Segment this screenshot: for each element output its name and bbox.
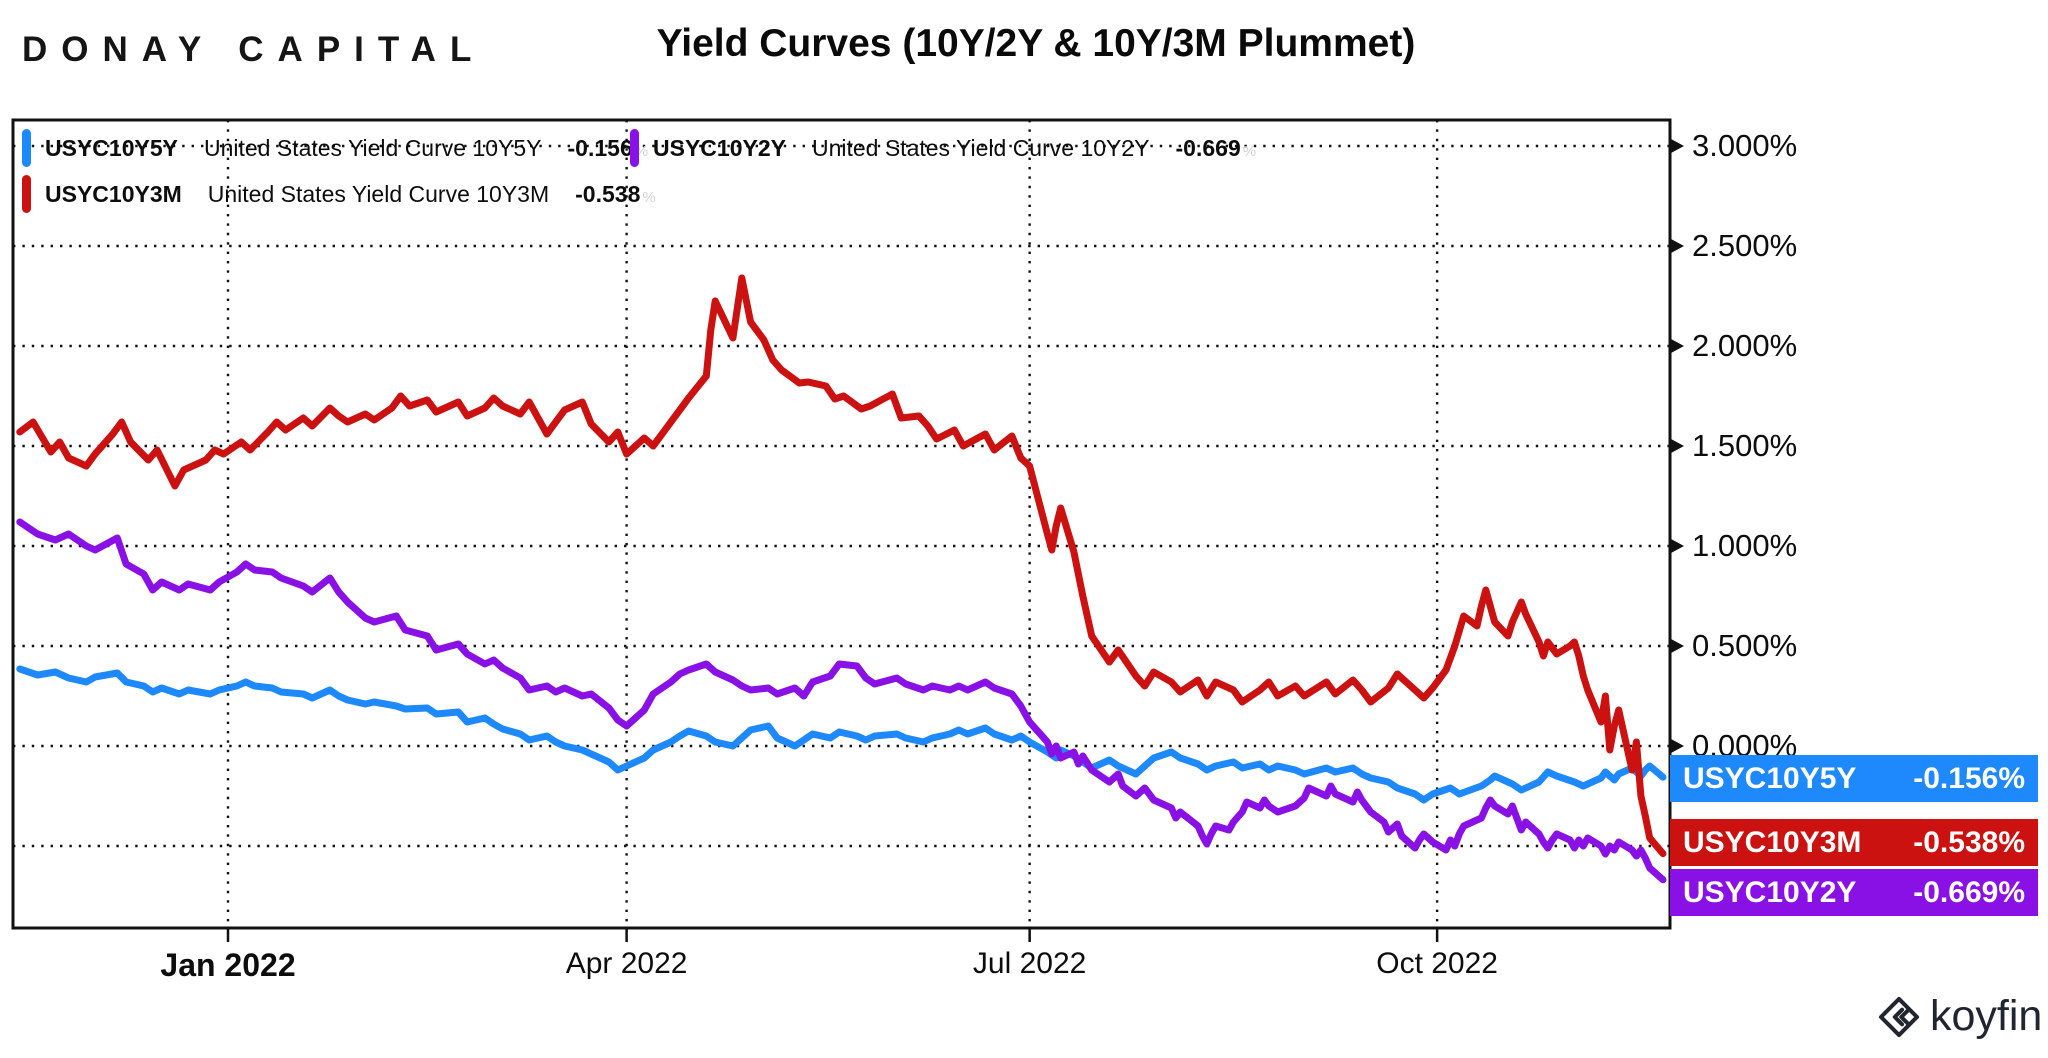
x-axis-label: Jan 2022 <box>160 947 296 983</box>
legend-item-usyc10y5y[interactable]: USYC10Y5Y United States Yield Curve 10Y5… <box>22 129 648 167</box>
y-tick-arrow-icon <box>1671 439 1684 453</box>
y-tick-arrow-icon <box>1671 339 1684 353</box>
x-axis-label: Oct 2022 <box>1376 947 1498 980</box>
legend-item-usyc10y2y[interactable]: USYC10Y2Y United States Yield Curve 10Y2… <box>630 129 1256 167</box>
legend-ticker: USYC10Y3M <box>45 180 182 207</box>
legend-ticker: USYC10Y5Y <box>45 134 178 161</box>
y-tick-arrow-icon <box>1671 539 1684 553</box>
legend-item-usyc10y3m[interactable]: USYC10Y3M United States Yield Curve 10Y3… <box>22 175 656 213</box>
y-tick-arrow-icon <box>1671 239 1684 253</box>
legend-color-chip-purple <box>630 129 639 167</box>
badge-value: -0.669% <box>1913 875 2025 909</box>
legend-value: -0.669 <box>1175 134 1241 161</box>
legend-description: United States Yield Curve 10Y5Y <box>203 134 542 161</box>
x-axis-label: Jul 2022 <box>972 947 1087 980</box>
legend-value: -0.156 <box>567 134 633 161</box>
y-axis-label: 0.500% <box>1692 628 1798 663</box>
koyfin-watermark: koyfin <box>1876 992 2042 1041</box>
y-axis-label: 2.000% <box>1692 328 1798 363</box>
series-line-usyc10y5y <box>16 665 1667 804</box>
last-value-badge-usyc10y3m: USYC10Y3M -0.538% <box>1670 819 2038 866</box>
badge-ticker: USYC10Y2Y <box>1683 875 1857 909</box>
legend-description: United States Yield Curve 10Y3M <box>207 180 550 207</box>
badge-ticker: USYC10Y5Y <box>1683 761 1857 795</box>
y-axis-label: 1.500% <box>1692 428 1798 463</box>
chart-title: Yield Curves (10Y/2Y & 10Y/3M Plummet) <box>656 22 1416 65</box>
legend-unit: % <box>1242 142 1257 160</box>
koyfin-logo-text: koyfin <box>1930 992 2043 1040</box>
series-line-usyc10y3m <box>16 274 1667 858</box>
legend-color-chip-red <box>22 175 31 213</box>
legend-color-chip-blue <box>22 129 31 167</box>
series-line-usyc10y2y <box>16 518 1667 884</box>
badge-value: -0.538% <box>1913 825 2025 859</box>
brand-logo-text: DONAY CAPITAL <box>22 30 486 69</box>
legend-unit: % <box>642 188 656 206</box>
y-tick-arrow-icon <box>1671 139 1684 153</box>
y-tick-arrow-icon <box>1671 639 1684 653</box>
x-axis-label: Apr 2022 <box>565 947 688 980</box>
legend-ticker: USYC10Y2Y <box>653 134 786 161</box>
y-axis-label: 2.500% <box>1692 228 1798 263</box>
legend-description: United States Yield Curve 10Y2Y <box>811 134 1150 161</box>
plot-frame <box>11 118 1672 930</box>
badge-ticker: USYC10Y3M <box>1683 825 1862 859</box>
legend-value: -0.538 <box>575 180 641 207</box>
y-tick-arrow-icon <box>1671 739 1684 753</box>
badge-value: -0.156% <box>1913 761 2025 795</box>
last-value-badge-usyc10y2y: USYC10Y2Y -0.669% <box>1670 869 2038 916</box>
koyfin-diamond-icon <box>1878 996 1920 1037</box>
last-value-badge-usyc10y5y: USYC10Y5Y -0.156% <box>1670 755 2038 802</box>
y-axis-label: 1.000% <box>1692 528 1798 563</box>
y-axis-label: 3.000% <box>1692 128 1798 163</box>
